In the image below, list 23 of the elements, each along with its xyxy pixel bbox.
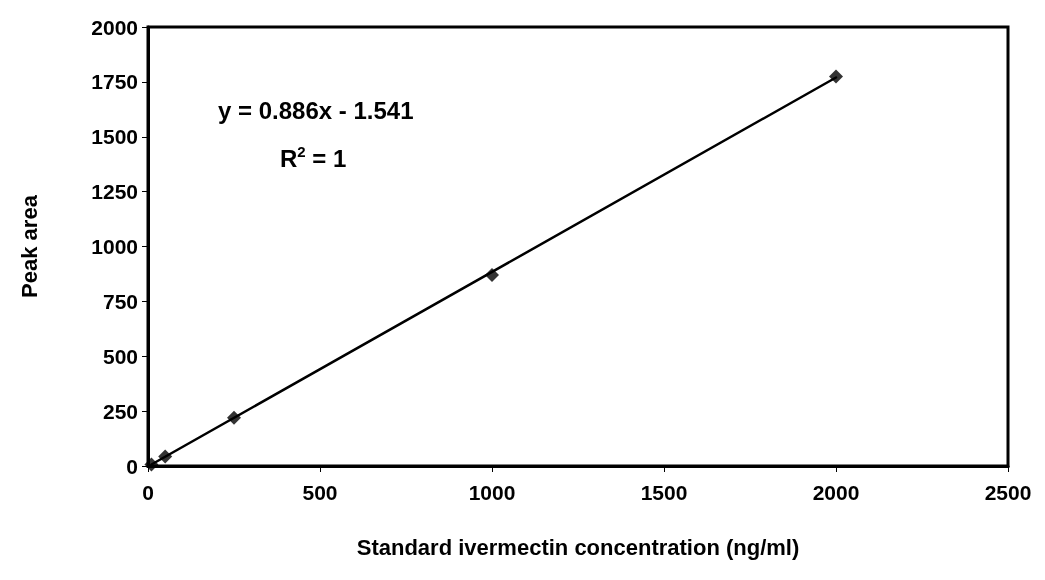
point bbox=[485, 268, 499, 283]
point bbox=[144, 457, 159, 472]
x-axis-title: Standard ivermectin concentration (ng/ml) bbox=[356, 534, 800, 560]
x-tick-label: 1000 bbox=[468, 481, 516, 504]
y-axis-title: Peak area bbox=[16, 194, 42, 298]
y-tick-label: 1750 bbox=[91, 70, 138, 94]
y-tick-label: 2000 bbox=[91, 15, 138, 39]
y-tick-label: 0 bbox=[126, 454, 138, 478]
x-tick-label: 2000 bbox=[812, 481, 860, 504]
annotation: y = 0.886x - 1.541 bbox=[218, 96, 414, 124]
y-tick-label: 1000 bbox=[91, 235, 138, 258]
y-tick-label: 1250 bbox=[91, 180, 138, 204]
x-tick-label: 500 bbox=[302, 481, 338, 504]
x-tick-label: 0 bbox=[142, 481, 154, 504]
x-tick-label: 1500 bbox=[640, 481, 688, 504]
y-tick-label: 250 bbox=[102, 399, 138, 423]
x-tick-label: 2500 bbox=[984, 481, 1032, 504]
point bbox=[158, 449, 173, 464]
y-tick-label: 500 bbox=[102, 344, 138, 368]
point bbox=[829, 69, 843, 84]
point bbox=[227, 410, 241, 425]
y-tick-label: 750 bbox=[102, 289, 138, 313]
y-tick-label: 1500 bbox=[91, 125, 138, 149]
